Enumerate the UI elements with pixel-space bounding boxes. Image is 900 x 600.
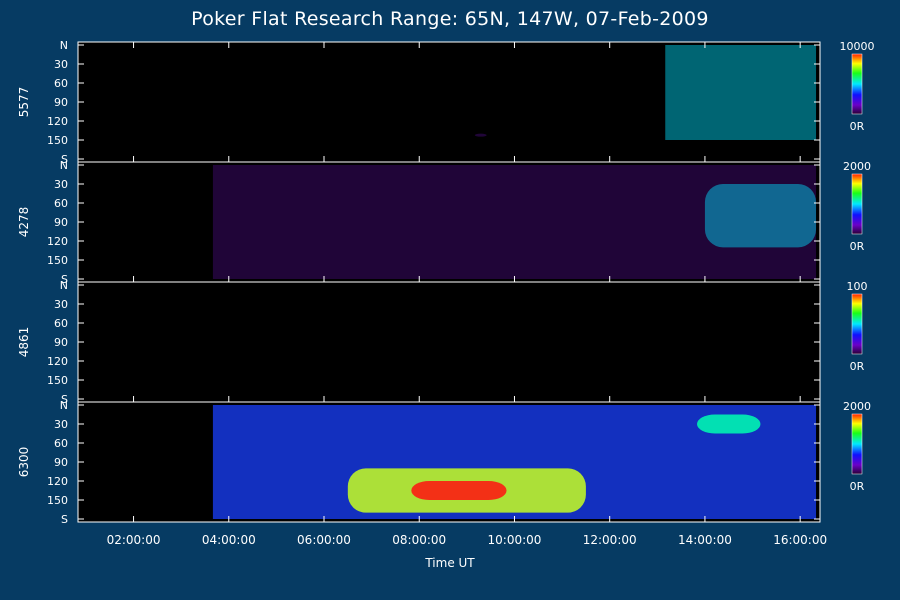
y-tick-label: S	[61, 273, 68, 286]
y-tick-label: 120	[47, 115, 68, 128]
x-tick-label: 14:00:00	[678, 533, 732, 547]
x-tick-label: 16:00:00	[773, 533, 827, 547]
colorbar-min-label: 0R	[850, 120, 865, 133]
chart-title: Poker Flat Research Range: 65N, 147W, 07…	[191, 8, 709, 30]
panel-5577-background	[78, 42, 820, 162]
x-tick-label: 08:00:00	[392, 533, 446, 547]
y-tick-label: S	[61, 513, 68, 526]
colorbar-6300	[851, 413, 863, 475]
x-tick-label: 12:00:00	[583, 533, 637, 547]
panel-5577-emission-1	[665, 45, 817, 140]
y-tick-label: N	[60, 39, 68, 52]
y-tick-label: 120	[47, 355, 68, 368]
x-tick-label: 06:00:00	[297, 533, 351, 547]
colorbar-max-label: 2000	[843, 160, 871, 173]
panel-4278-background	[78, 162, 820, 282]
y-tick-label: 30	[54, 298, 68, 311]
colorbar-max-label: 2000	[843, 400, 871, 413]
y-tick-label: 150	[47, 134, 68, 147]
panel-5577-emission-2	[474, 133, 487, 137]
panel-4861-background	[78, 282, 820, 402]
y-tick-label: 30	[54, 178, 68, 191]
colorbar-5577	[851, 53, 863, 115]
x-tick-label: 04:00:00	[202, 533, 256, 547]
y-tick-label: N	[60, 399, 68, 412]
panel-label-4861: 4861	[17, 327, 31, 358]
y-tick-label: S	[61, 393, 68, 406]
colorbar-min-label: 0R	[850, 480, 865, 493]
colorbar-4861	[851, 293, 863, 355]
x-tick-label: 02:00:00	[107, 533, 161, 547]
panel-label-4278: 4278	[17, 207, 31, 238]
x-axis-label: Time UT	[425, 556, 475, 570]
colorbar-max-label: 10000	[840, 40, 875, 53]
colorbar-max-label: 100	[847, 280, 868, 293]
panel-label-6300: 6300	[17, 447, 31, 478]
y-tick-label: 150	[47, 374, 68, 387]
y-tick-label: 90	[54, 336, 68, 349]
y-tick-label: 60	[54, 437, 68, 450]
y-tick-label: 60	[54, 197, 68, 210]
y-tick-label: 90	[54, 456, 68, 469]
panel-4278-emission-2	[704, 184, 817, 248]
y-tick-label: 150	[47, 254, 68, 267]
panel-6300-emission-3	[411, 481, 507, 500]
y-tick-label: N	[60, 279, 68, 292]
y-tick-label: 30	[54, 58, 68, 71]
y-tick-label: 90	[54, 96, 68, 109]
x-tick-label: 10:00:00	[488, 533, 542, 547]
colorbar-min-label: 0R	[850, 360, 865, 373]
colorbar-4278	[851, 173, 863, 235]
y-tick-label: 60	[54, 77, 68, 90]
y-tick-label: 120	[47, 235, 68, 248]
y-tick-label: 60	[54, 317, 68, 330]
panel-label-5577: 5577	[17, 87, 31, 118]
y-tick-label: 90	[54, 216, 68, 229]
y-tick-label: 30	[54, 418, 68, 431]
panel-4278-emission-1	[212, 165, 817, 279]
colorbar-min-label: 0R	[850, 240, 865, 253]
panel-6300-emission-4	[696, 414, 761, 434]
y-tick-label: N	[60, 159, 68, 172]
y-tick-label: S	[61, 153, 68, 166]
y-tick-label: 120	[47, 475, 68, 488]
y-tick-label: 150	[47, 494, 68, 507]
